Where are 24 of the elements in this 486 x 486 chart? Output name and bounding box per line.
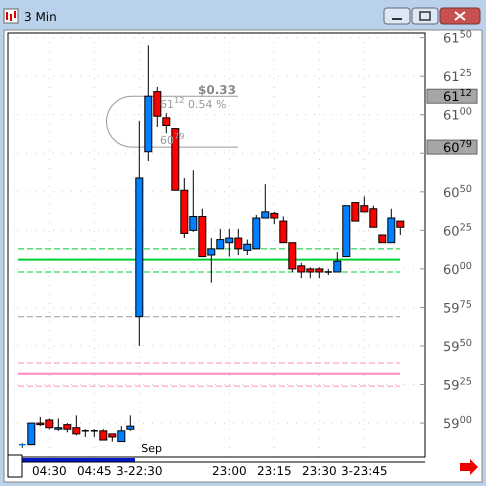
x-tick-label: 04:30: [32, 464, 67, 478]
y-tick-label: 60$^{00}$: [443, 260, 472, 278]
y-tick-label: 59$^{00}$: [443, 414, 472, 432]
x-tick-label: 23:30: [302, 464, 337, 478]
annotation: $0.33: [198, 83, 236, 97]
x-tick-label: 3-22:30: [116, 464, 163, 478]
annotation: Sep: [141, 442, 162, 455]
y-tick-label: 61$^{00}$: [443, 106, 472, 124]
text: 60$^{79}$: [443, 138, 472, 156]
y-tick-label: 60$^{50}$: [443, 183, 472, 201]
chart-title: 3 Min: [24, 10, 57, 24]
candlestick: [126, 414, 134, 432]
y-tick-label: 61$^{25}$: [443, 68, 472, 86]
y-tick-label: 60$^{25}$: [443, 222, 472, 240]
y-tick-label: 59$^{75}$: [443, 298, 472, 316]
text: 61$^{12}$: [443, 88, 472, 106]
y-tick-label: 59$^{50}$: [443, 337, 472, 355]
x-tick-label: 23:00: [212, 464, 247, 478]
x-tick-label: 3-23:45: [341, 464, 388, 478]
y-tick-label: 61$^{50}$: [443, 29, 472, 47]
x-tick-label: 23:15: [257, 464, 292, 478]
x-tick-label: 04:45: [77, 464, 112, 478]
candlestick: [162, 112, 170, 134]
y-tick-label: 59$^{25}$: [443, 376, 472, 394]
